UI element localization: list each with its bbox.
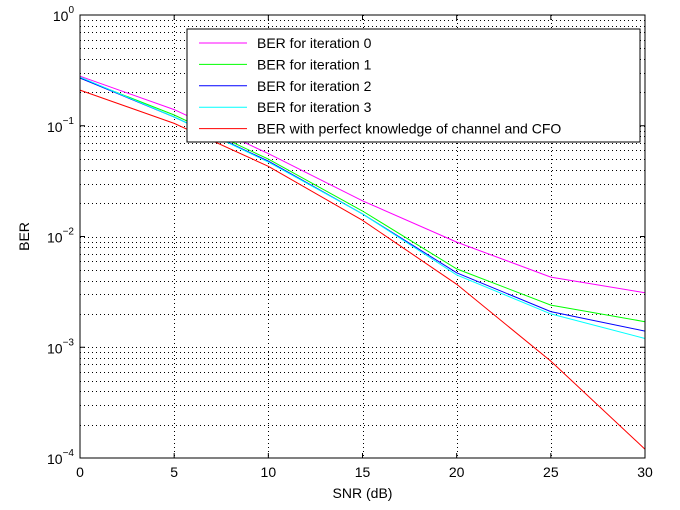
x-tick-label: 5 <box>170 464 178 480</box>
y-tick-exponent: −4 <box>63 448 75 459</box>
x-tick-label: 20 <box>449 464 465 480</box>
y-tick-base: 10 <box>53 8 69 24</box>
y-tick-label: 10−1 <box>47 116 74 135</box>
y-tick-label: 10−3 <box>47 337 74 356</box>
legend-label-2: BER for iteration 2 <box>257 78 372 94</box>
x-tick-label: 30 <box>637 464 653 480</box>
series-line-4 <box>79 89 646 450</box>
y-tick-base: 10 <box>47 340 63 356</box>
x-axis-label: SNR (dB) <box>333 485 393 501</box>
y-tick-exponent: 0 <box>68 5 74 16</box>
series-line-3 <box>79 76 646 339</box>
y-tick-exponent: −1 <box>63 116 75 127</box>
series-lines <box>79 75 646 450</box>
legend: BER for iteration 0 BER for iteration 1 BE… <box>186 28 641 143</box>
legend-label-0: BER for iteration 0 <box>257 35 372 51</box>
y-tick-label: 10−2 <box>47 227 74 246</box>
y-tick-base: 10 <box>47 119 63 135</box>
y-tick-label: 10−4 <box>47 448 74 467</box>
y-axis-label: BER <box>16 222 32 251</box>
x-tick-label: 15 <box>355 464 371 480</box>
y-tick-exponent: −3 <box>63 337 75 348</box>
x-tick-label: 10 <box>261 464 277 480</box>
legend-label-1: BER for iteration 1 <box>257 56 372 72</box>
series-line-0 <box>79 75 646 294</box>
y-tick-label: 100 <box>53 5 75 24</box>
y-tick-base: 10 <box>47 451 63 467</box>
legend-label-3: BER for iteration 3 <box>257 99 372 115</box>
legend-label-4: BER with perfect knowledge of channel an… <box>257 121 561 137</box>
y-tick-exponent: −2 <box>63 227 75 238</box>
legend-box <box>186 28 641 143</box>
y-tick-base: 10 <box>47 230 63 246</box>
x-tick-label: 25 <box>543 464 559 480</box>
x-tick-label: 0 <box>76 464 84 480</box>
series-line-1 <box>79 77 646 323</box>
